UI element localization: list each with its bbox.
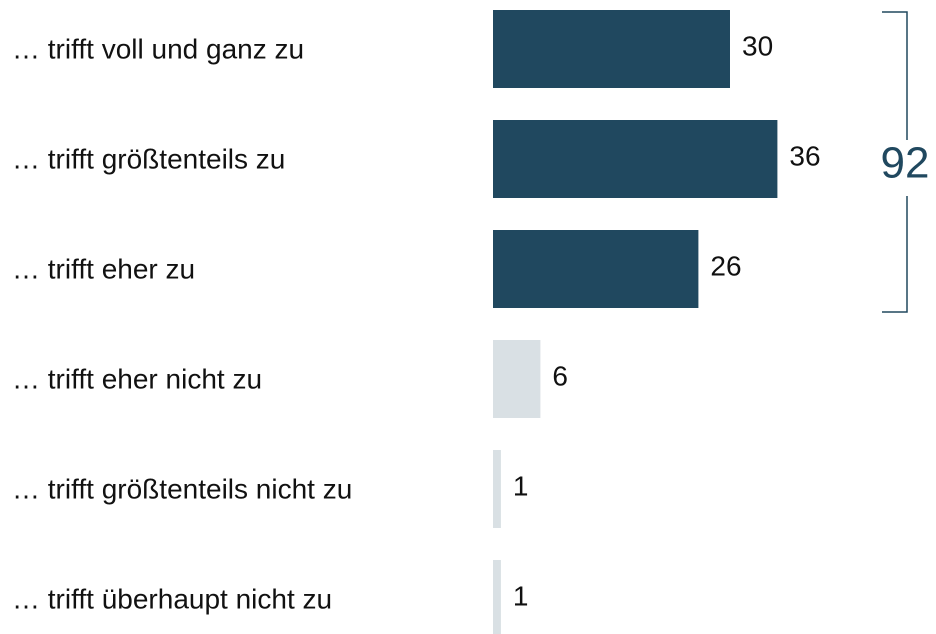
- category-label: … trifft größtenteils nicht zu: [12, 473, 352, 504]
- bar: [493, 120, 778, 198]
- category-label: … trifft größtenteils zu: [12, 143, 285, 174]
- value-label: 6: [552, 360, 568, 391]
- value-label: 30: [742, 30, 773, 61]
- bar: [493, 10, 730, 88]
- bar: [493, 560, 501, 634]
- value-label: 36: [789, 140, 820, 171]
- value-label: 1: [513, 580, 529, 611]
- category-label: … trifft eher nicht zu: [12, 363, 262, 394]
- bar: [493, 230, 699, 308]
- category-label: … trifft eher zu: [12, 253, 195, 284]
- bracket-total: 92: [881, 139, 930, 188]
- value-label: 1: [513, 470, 529, 501]
- bar: [493, 340, 541, 418]
- bar: [493, 450, 501, 528]
- category-label: … trifft voll und ganz zu: [12, 33, 304, 64]
- value-label: 26: [710, 250, 741, 281]
- bracket: [882, 11, 908, 313]
- category-label: … trifft überhaupt nicht zu: [12, 583, 332, 614]
